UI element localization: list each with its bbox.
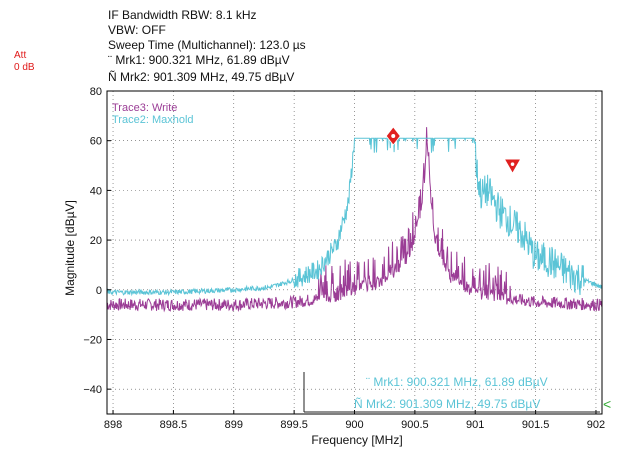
marker1-center: [391, 133, 396, 138]
chart-ticks: 898 898.5 899 899.5 900 900.5 901 901.5 902 −40 −2…: [83, 86, 605, 431]
chart-markers: [385, 126, 522, 174]
x-tick-label: 902: [587, 419, 605, 431]
header-marker1: ¨ Mrk1: 900.321 MHz, 61.89 dBµV: [108, 53, 290, 67]
x-tick-label: 899: [225, 419, 243, 431]
attenuation-value: 0 dB: [14, 62, 35, 73]
y-tick-label: −20: [83, 334, 102, 346]
x-tick-label: 900.5: [401, 419, 429, 431]
x-tick-label: 898.5: [160, 419, 188, 431]
x-tick-label: 900: [345, 419, 363, 431]
y-tick-label: 40: [90, 185, 102, 197]
offscreen-indicator: <: [603, 396, 611, 412]
header-vbw: VBW: OFF: [108, 23, 166, 37]
legend-trace3: Trace3: Write: [112, 102, 177, 114]
y-tick-label: 60: [90, 136, 102, 148]
trace2-line: [106, 137, 603, 297]
x-tick-label: 898: [104, 419, 122, 431]
y-tick-label: 0: [96, 285, 102, 297]
y-tick-label: 20: [90, 235, 102, 247]
y-tick-label: 80: [90, 86, 102, 98]
header-rbw: IF Bandwidth RBW: 8.1 kHz: [108, 8, 257, 22]
marker-box-mrk1: ¨ Mrk1: 900.321 MHz, 61.89 dBµV: [366, 375, 548, 389]
header-sweep-time: Sweep Time (Multichannel): 123.0 µs: [108, 38, 306, 52]
trace3-line: [106, 127, 603, 313]
x-tick-label: 901: [466, 419, 484, 431]
marker-box-mrk2: Ñ Mrk2: 901.309 MHz, 49.75 dBµV: [354, 397, 540, 411]
y-tick-label: −40: [83, 384, 102, 396]
x-tick-label: 901.5: [522, 419, 550, 431]
attenuation-readout: Att 0 dB: [14, 50, 35, 74]
attenuation-label: Att: [14, 50, 27, 61]
marker2-triangle: [503, 158, 522, 174]
x-axis-label: Frequency [MHz]: [311, 433, 402, 447]
marker2-center: [510, 162, 515, 166]
header-marker2: Ñ Mrk2: 901.309 MHz, 49.75 dBµV: [108, 70, 295, 84]
x-tick-label: 899.5: [280, 419, 308, 431]
legend-trace2: Trace2: Maxhold: [112, 114, 194, 126]
y-axis-label: Magnitude [dBµV]: [63, 200, 77, 296]
marker-readout-box: ¨ Mrk1: 900.321 MHz, 61.89 dBµV Ñ Mrk2: …: [303, 372, 600, 413]
chart-traces: [106, 127, 603, 313]
